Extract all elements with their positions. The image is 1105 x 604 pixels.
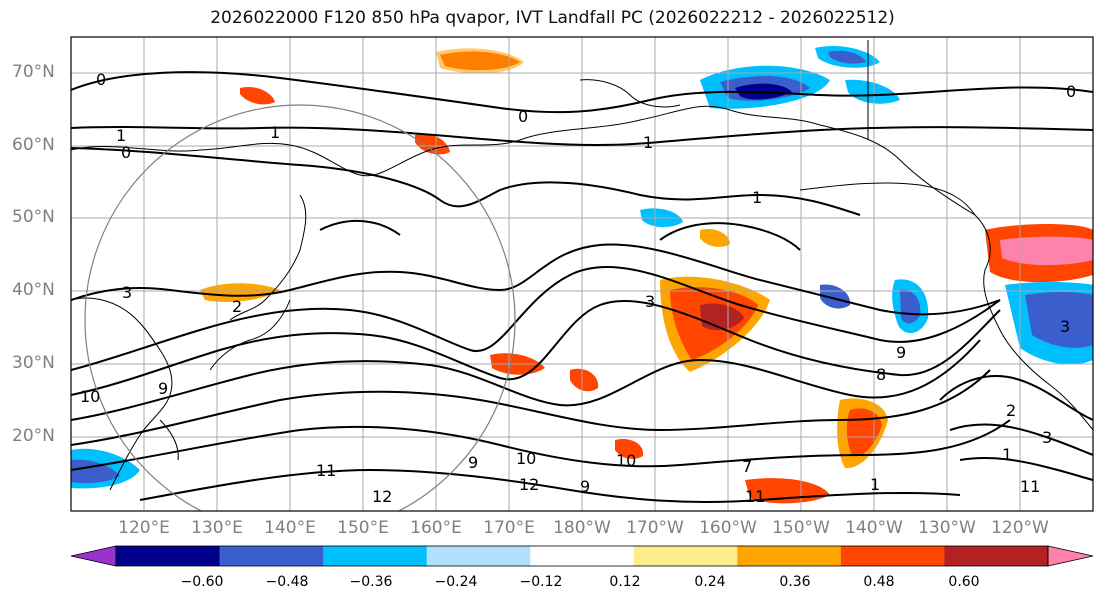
colorbar-tick-label: −0.36: [349, 574, 393, 590]
colorbar-high-extend: [1047, 545, 1094, 567]
contour-label: 1: [870, 475, 880, 494]
colorbar-low-extend: [70, 545, 117, 567]
lat-label: 50°N: [12, 207, 55, 227]
contour-label: 12: [519, 475, 539, 494]
lon-label: 140°E: [264, 518, 316, 538]
contour-label: 3: [122, 283, 132, 302]
colorbar-tick-label: 0.36: [779, 574, 811, 590]
contour-label: 8: [876, 365, 886, 384]
map-gridlines: [71, 37, 1093, 511]
contour-label: 11: [745, 487, 765, 506]
contour-label: 10: [516, 449, 536, 468]
contour-label: 0: [518, 107, 528, 126]
lon-label: 150°E: [337, 518, 389, 538]
colorbar-tick-label: 0.12: [609, 574, 641, 590]
lon-label: 120°W: [991, 518, 1049, 538]
contour-label: 9: [896, 343, 906, 362]
colorbar-cell: [219, 546, 324, 566]
lon-label: 160°W: [699, 518, 757, 538]
lat-label: 70°N: [12, 62, 55, 82]
colorbar-tick-label: 0.24: [694, 574, 726, 590]
lon-label: 180°W: [553, 518, 611, 538]
contour-label: 1: [116, 126, 126, 145]
colorbar-cell: [840, 546, 945, 566]
lon-label: 130°W: [918, 518, 976, 538]
lon-label: 120°E: [118, 518, 170, 538]
colorbar-tick-label: −0.60: [180, 574, 224, 590]
colorbar-cell: [323, 546, 428, 566]
contour-label: 1: [752, 188, 762, 207]
lon-label: 150°W: [772, 518, 830, 538]
contour-label: 10: [616, 451, 636, 470]
colorbar-tick-label: 0.60: [948, 574, 980, 590]
contour-label: 9: [580, 477, 590, 496]
colorbar-tick-label: −0.24: [434, 574, 478, 590]
colorbar-cell: [737, 546, 842, 566]
lon-label: 140°W: [845, 518, 903, 538]
contour-label: 0: [121, 143, 131, 162]
lon-label: 130°E: [191, 518, 243, 538]
contour-label: 11: [1020, 477, 1040, 496]
lat-label: 20°N: [12, 426, 55, 446]
contour-label: 3: [645, 292, 655, 311]
contour-label: 0: [1066, 82, 1076, 101]
lat-label: 60°N: [12, 135, 55, 155]
contour-label: 1: [1002, 445, 1012, 464]
contour-label: 9: [468, 453, 478, 472]
colorbar-cell: [426, 546, 531, 566]
lat-label: 30°N: [12, 353, 55, 373]
lat-label: 40°N: [12, 280, 55, 300]
contour-labels: 0 0 0 0 1 1 1 1 1 2 3 3 3 9 9 10 10 11 1…: [80, 70, 1076, 506]
contour-label: 1: [270, 123, 280, 142]
lon-label: 170°E: [483, 518, 535, 538]
coastlines: [71, 40, 1093, 491]
contour-label: 2: [1006, 401, 1016, 420]
colorbar-cell: [530, 546, 635, 566]
contour-label: 7: [742, 457, 752, 476]
contour-label: 0: [96, 70, 106, 89]
contour-label: 3: [1060, 317, 1070, 336]
colorbar-tick-label: 0.48: [863, 574, 895, 590]
contour-label: 2: [232, 297, 242, 316]
lon-label: 170°W: [626, 518, 684, 538]
map-title: 2026022000 F120 850 hPa qvapor, IVT Land…: [210, 8, 895, 28]
colorbar: [70, 545, 1094, 567]
contour-label: 3: [1042, 428, 1052, 447]
plot-frame: [70, 36, 1094, 512]
colorbar-tick-label: −0.12: [519, 574, 563, 590]
contour-label: 11: [316, 461, 336, 480]
lon-label: 160°E: [410, 518, 462, 538]
contour-label: 1: [643, 133, 653, 152]
contour-label: 10: [80, 387, 100, 406]
radius-circle: [84, 104, 516, 511]
colorbar-cell: [116, 546, 221, 566]
contour-label: 12: [372, 487, 392, 506]
colorbar-tick-label: −0.48: [265, 574, 309, 590]
colorbar-cell: [944, 546, 1049, 566]
ivt-contours: [71, 71, 1093, 503]
colorbar-cell: [633, 546, 738, 566]
contour-label: 9: [158, 379, 168, 398]
